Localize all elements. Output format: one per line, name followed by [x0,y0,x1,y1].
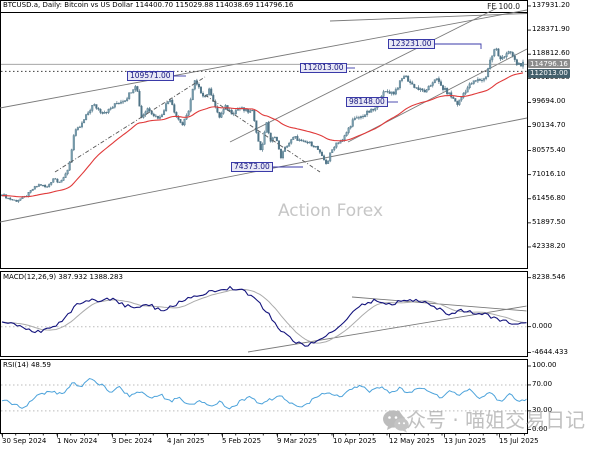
macd-axis-label: 8238.546 [532,272,566,281]
date-axis-label: 3 Dec 2024 [112,437,153,445]
price-axis-label: 71016.10 [532,169,566,178]
price-axis-label: 137931.20 [532,0,570,9]
rsi-axis-label: 70.00 [532,379,553,388]
rsi-indicator-label: RSI(14) 48.59 [3,361,52,369]
chart-title-ohlc: BTCUSD.a, Daily: Bitcoin vs US Dollar 11… [3,1,294,9]
wechat-watermark-text: 公众号 · 喵姐交易日记 [386,408,586,432]
price-annotation-label: 74373.00 [231,162,273,172]
price-annotation-label: 123231.00 [388,39,435,49]
current-price-tag: 114796.16 [528,59,570,69]
price-annotation-label: 98148.00 [346,97,388,107]
macd-axis-label: 0.000 [532,321,553,330]
price-axis-label: 128371.90 [532,25,570,34]
date-axis-label: 15 Jul 2025 [499,437,539,445]
date-axis-label: 1 Nov 2024 [57,437,98,445]
price-axis-label: 118812.60 [532,49,570,58]
macd-axis-label: -4644.433 [532,347,568,356]
date-axis-label: 4 Jan 2025 [167,437,205,445]
price-axis-label: 42338.20 [532,241,566,250]
wechat-watermark: 公众号 · 喵姐交易日记 [382,408,586,433]
level-price-tag: 112013.00 [528,68,570,78]
price-axis-label: 51897.50 [532,217,566,226]
macd-indicator-label: MACD(12,26,9) 387.932 1388.283 [3,272,123,281]
rsi-axis-label: 0.00 [532,424,548,433]
date-axis-label: 13 Jun 2025 [444,437,487,445]
price-axis-label: 90134.70 [532,121,566,130]
price-axis-label: 80575.40 [532,145,566,154]
brand-watermark: Action Forex [277,201,384,221]
price-axis-label: 61456.80 [532,193,566,202]
date-axis-label: 30 Sep 2024 [2,437,47,445]
price-annotation-label: 109571.00 [127,71,174,81]
date-axis-label: 10 Apr 2025 [333,437,377,445]
date-axis-label: 9 Mar 2025 [277,437,317,445]
rsi-axis-label: 30.00 [532,405,553,414]
rsi-axis-label: 100.00 [532,361,557,369]
date-axis-label: 5 Feb 2025 [222,437,262,445]
fibonacci-extension-label: FE 100.0 [487,1,520,11]
date-axis-label: 12 May 2025 [389,437,435,445]
price-axis-label: 99694.00 [532,97,566,106]
price-annotation-label: 112013.00 [300,63,347,73]
